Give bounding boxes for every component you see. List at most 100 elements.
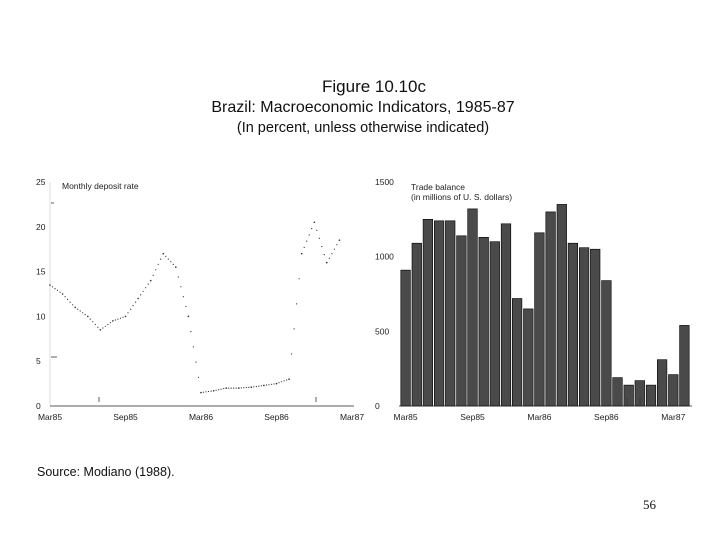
trade-balance-bar <box>545 211 556 407</box>
left-chart-title: Monthly deposit rate <box>62 181 139 191</box>
trade-balance-bar <box>523 308 534 407</box>
deposit-rate-dot <box>104 325 106 327</box>
deposit-rate-point <box>225 387 227 389</box>
figure-title: Figure 10.10c <box>322 77 426 96</box>
deposit-rate-point <box>263 384 265 387</box>
deposit-rate-dot <box>333 248 335 250</box>
deposit-rate-dot <box>248 386 250 388</box>
deposit-rate-dot <box>243 387 245 389</box>
deposit-rate-point <box>162 252 165 255</box>
deposit-rate-dot <box>197 376 200 378</box>
deposit-rate-series <box>49 221 341 394</box>
deposit-rate-dot <box>311 228 313 230</box>
trade-balance-bar <box>645 384 657 407</box>
figure-units-note: (In percent, unless otherwise indicated) <box>236 120 490 136</box>
deposit-rate-point <box>187 315 190 318</box>
deposit-rate-dot <box>135 301 137 303</box>
deposit-rate-point <box>49 284 51 286</box>
x-tick-label: Sep85 <box>113 412 138 422</box>
right-y-tick-labels: 0 500 1000 1500 <box>375 177 394 411</box>
deposit-rate-dot <box>165 255 167 257</box>
deposit-rate-dot <box>336 244 338 246</box>
figure-subtitle: Brazil: Macroeconomic Indicators, 1985-8… <box>211 99 515 116</box>
deposit-rate-dot <box>97 326 99 328</box>
deposit-rate-dot <box>107 323 109 326</box>
deposit-rate-dot <box>280 381 283 383</box>
deposit-rate-dot <box>94 323 96 326</box>
trade-balance-bar <box>534 232 545 407</box>
x-tick-label: Mar86 <box>189 412 213 422</box>
deposit-rate-dot <box>233 387 235 389</box>
deposit-rate-point <box>326 261 328 264</box>
deposit-rate-dot <box>215 389 217 391</box>
deposit-rate-dot <box>283 380 285 382</box>
left-y-tick-labels: 0 5 10 15 20 25 <box>36 177 46 411</box>
deposit-rate-dot <box>92 321 94 323</box>
x-tick-label: Sep86 <box>594 412 619 422</box>
deposit-rate-point <box>338 239 341 241</box>
deposit-rate-dot <box>308 234 310 236</box>
y-tick-label: 5 <box>36 356 41 366</box>
deposit-rate-dot <box>208 390 210 393</box>
x-tick-label: Sep86 <box>264 412 289 422</box>
deposit-rate-dot <box>205 391 207 393</box>
deposit-rate-dot <box>64 296 66 298</box>
deposit-rate-dot <box>145 287 147 289</box>
deposit-rate-dot <box>109 322 111 324</box>
y-tick-label: 0 <box>36 401 41 411</box>
source-note: Source: Modiano (1988). <box>37 465 175 479</box>
trade-balance-bar <box>400 269 411 407</box>
deposit-rate-dot <box>260 385 262 387</box>
deposit-rate-dot <box>306 240 308 242</box>
y-tick-label: 1000 <box>375 252 394 262</box>
trade-balance-bar <box>590 248 601 407</box>
deposit-rate-point <box>87 315 89 318</box>
deposit-rate-dot <box>323 254 325 256</box>
deposit-rate-dot <box>303 246 305 248</box>
page-number: 56 <box>643 497 656 512</box>
deposit-rate-point <box>200 391 202 394</box>
deposit-rate-point <box>74 306 76 309</box>
deposit-rate-dot <box>321 245 323 248</box>
deposit-rate-dot <box>316 229 318 231</box>
deposit-rate-dot <box>328 257 330 259</box>
figure-title-block: Figure 10.10c Brazil: Macroeconomic Indi… <box>0 76 720 138</box>
trade-balance-bar <box>422 219 434 407</box>
right-chart-subtitle: (in millions of U. S. dollars) <box>411 192 512 202</box>
y-tick-label: 0 <box>375 401 380 411</box>
deposit-rate-dot <box>132 305 134 307</box>
deposit-rate-dot <box>273 383 275 385</box>
deposit-rate-dot <box>255 385 257 388</box>
deposit-rate-dot <box>54 288 56 290</box>
deposit-rate-dot <box>298 278 300 280</box>
deposit-rate-dot <box>230 387 232 389</box>
deposit-rate-dot <box>223 388 225 390</box>
trade-balance-bar <box>578 247 590 407</box>
y-tick-label: 10 <box>36 311 46 321</box>
deposit-rate-dot <box>253 386 255 388</box>
deposit-rate-dot <box>220 388 222 390</box>
trade-balance-bar <box>567 242 578 407</box>
deposit-rate-dot <box>89 318 91 320</box>
deposit-rate-dot <box>318 237 320 239</box>
deposit-rate-dot <box>265 384 267 386</box>
deposit-rate-dot <box>51 286 54 288</box>
deposit-rate-point <box>212 390 215 392</box>
deposit-rate-point <box>300 252 303 255</box>
deposit-rate-dot <box>155 269 157 271</box>
deposit-rate-dot <box>122 316 124 318</box>
deposit-rate-point <box>149 279 152 282</box>
trade-balance-bar <box>500 223 512 407</box>
deposit-rate-dot <box>129 308 132 310</box>
deposit-rate-point <box>175 266 177 268</box>
deposit-rate-dot <box>185 305 187 308</box>
y-tick-label: 500 <box>375 326 389 336</box>
y-tick-label: 25 <box>36 177 46 187</box>
x-tick-label: Mar87 <box>340 412 364 422</box>
x-tick-label: Mar85 <box>38 412 62 422</box>
deposit-rate-dot <box>195 361 197 363</box>
x-tick-label: Sep85 <box>460 412 485 422</box>
deposit-rate-dot <box>119 317 122 319</box>
deposit-rate-dot <box>142 290 144 292</box>
trade-balance-bar <box>601 280 612 407</box>
